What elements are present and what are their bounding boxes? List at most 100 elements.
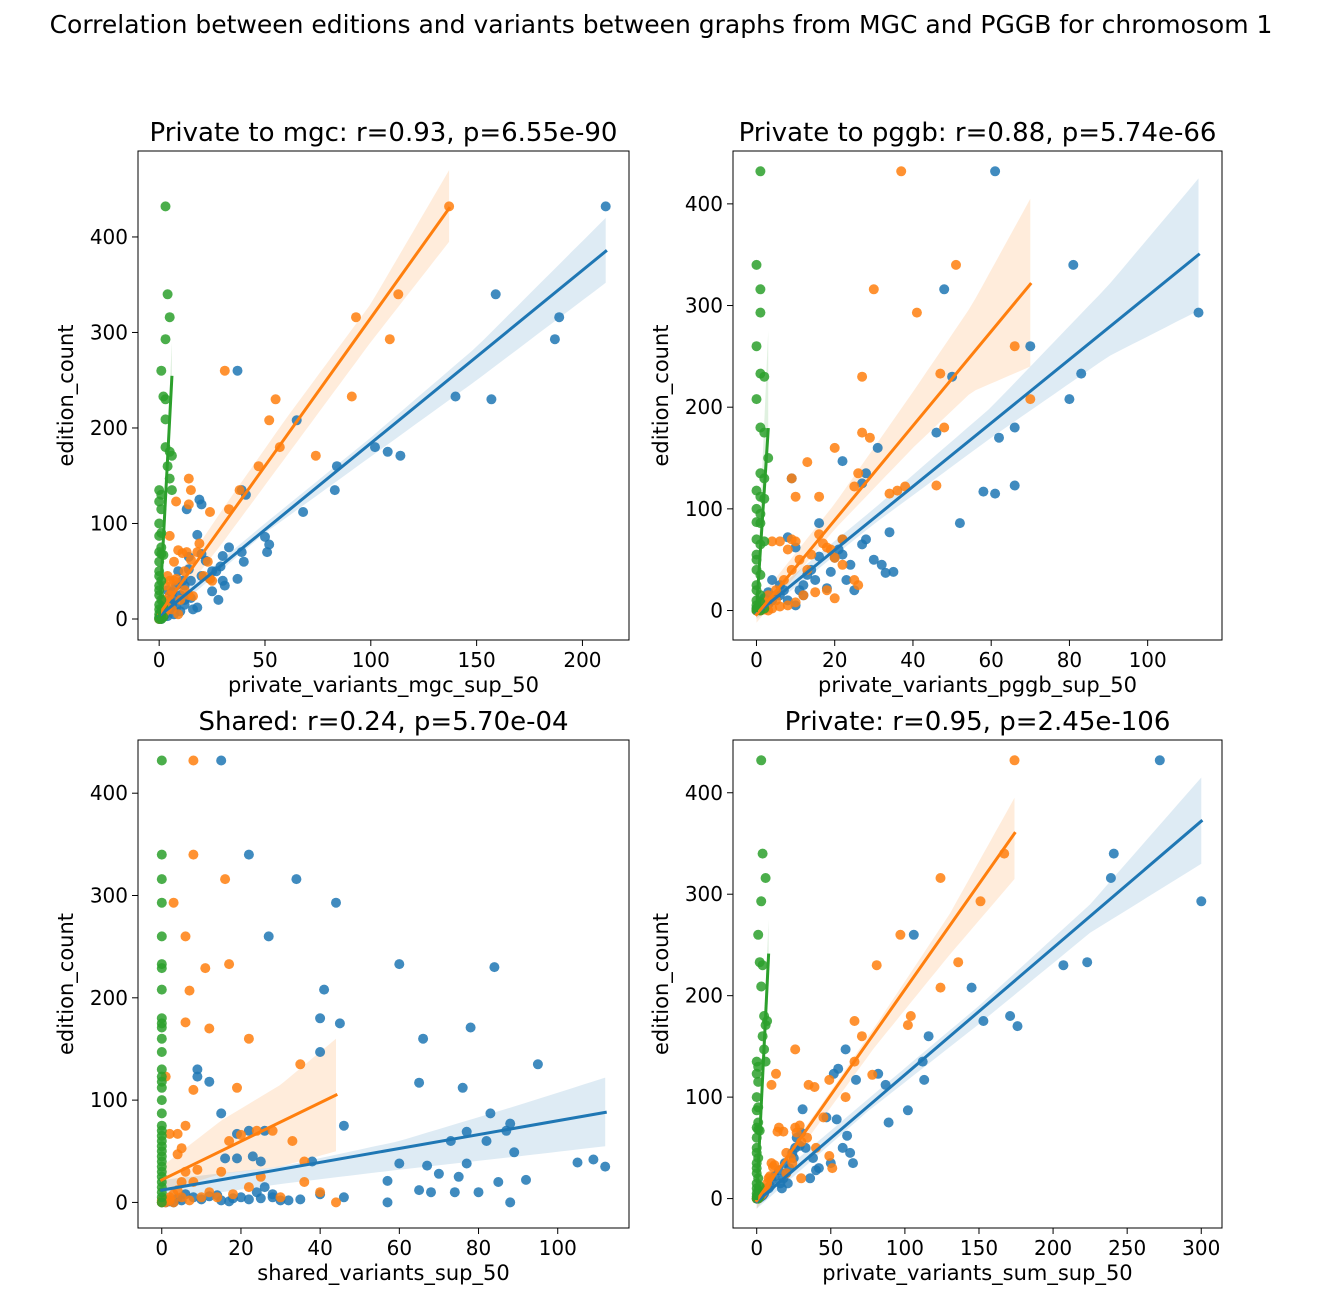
data-point: [156, 931, 167, 942]
x-tick-label: 40: [307, 1236, 332, 1260]
data-point: [951, 259, 961, 270]
data-point: [802, 457, 813, 468]
data-point: [216, 1166, 227, 1177]
data-point: [864, 432, 875, 443]
data-point: [154, 580, 165, 591]
data-point: [395, 450, 406, 461]
data-point: [192, 529, 203, 540]
data-point: [771, 1068, 781, 1079]
x-tick-label: 200: [563, 648, 601, 672]
data-point: [883, 1117, 894, 1128]
x-tick-label: 50: [818, 1236, 843, 1260]
data-point: [485, 1108, 496, 1119]
data-point: [931, 427, 942, 438]
data-point: [232, 1082, 242, 1093]
x-tick-label: 100: [539, 1236, 577, 1260]
data-point: [481, 1136, 492, 1146]
data-point: [156, 963, 167, 974]
data-point: [939, 284, 950, 295]
data-point: [236, 1192, 246, 1203]
y-tick-label: 300: [685, 294, 723, 318]
y-tick-label: 100: [90, 511, 128, 535]
data-point: [188, 755, 199, 766]
data-point: [753, 1076, 764, 1087]
data-point: [255, 1156, 266, 1167]
data-point: [1009, 755, 1020, 766]
data-point: [200, 963, 211, 974]
data-point: [757, 848, 768, 859]
data-point: [853, 468, 864, 479]
data-point: [414, 1185, 425, 1196]
data-point: [842, 1130, 853, 1141]
x-tick-label: 150: [960, 1236, 998, 1260]
data-point: [232, 365, 243, 376]
data-point: [829, 442, 840, 453]
data-point: [160, 334, 171, 345]
data-point: [935, 368, 946, 379]
data-point: [156, 1197, 167, 1208]
data-point: [837, 559, 848, 570]
subplot-title: Private to pggb: r=0.88, p=5.74e-66: [739, 118, 1217, 148]
y-tick-label: 300: [90, 884, 128, 908]
ci-band-series-0: [159, 217, 606, 623]
data-point: [263, 931, 274, 942]
data-point: [1025, 394, 1036, 405]
data-point: [841, 575, 852, 585]
data-point: [172, 1128, 183, 1139]
data-point: [287, 1136, 298, 1146]
x-tick-label: 20: [228, 1236, 253, 1260]
data-point: [295, 1194, 306, 1205]
data-point: [194, 538, 205, 549]
data-point: [811, 1165, 821, 1176]
data-point: [262, 547, 273, 558]
data-point: [827, 1163, 838, 1174]
data-point: [291, 874, 302, 885]
data-point: [156, 1022, 167, 1033]
data-point: [848, 1158, 858, 1169]
data-point: [554, 312, 565, 323]
data-point: [755, 307, 766, 318]
data-point: [184, 1195, 195, 1206]
axes-frame: [732, 150, 1223, 641]
data-point: [156, 849, 167, 860]
data-point: [931, 480, 942, 491]
subplot-4: 0 50 100 150 200 250 300 0 100 200 300 400 Private: …: [649, 707, 1223, 1286]
y-tick-label: 0: [115, 607, 128, 631]
data-point: [160, 394, 171, 405]
data-point: [787, 1158, 798, 1169]
data-point: [338, 1192, 349, 1203]
fit-line-series-0: [157, 249, 608, 619]
data-point: [329, 485, 340, 496]
data-point: [837, 549, 848, 560]
data-point: [453, 1171, 464, 1182]
data-point: [382, 1197, 393, 1208]
data-point: [156, 365, 167, 376]
axes-frame: [137, 739, 630, 1229]
data-point: [457, 1082, 468, 1093]
data-point: [549, 334, 560, 345]
data-point: [216, 755, 227, 766]
data-point: [876, 559, 887, 570]
data-point: [766, 1158, 777, 1169]
data-point: [270, 394, 281, 405]
data-point: [171, 496, 182, 507]
data-point: [204, 1076, 215, 1087]
x-axis-label: private_variants_pggb_sup_50: [818, 673, 1137, 698]
data-point: [757, 960, 768, 971]
data-point: [183, 499, 194, 510]
data-point: [790, 491, 801, 502]
subplot-2: 0 20 40 60 80 100 0 100 200 300 400 Private to pggb…: [649, 118, 1223, 698]
data-point: [315, 1187, 326, 1198]
data-point: [782, 600, 793, 611]
data-point: [207, 586, 218, 597]
data-point: [234, 485, 245, 496]
data-point: [751, 394, 762, 405]
x-tick-label: 0: [750, 1236, 763, 1260]
series-0-points: [751, 755, 1207, 1204]
data-point: [188, 849, 199, 860]
data-point: [224, 1136, 235, 1146]
data-point: [156, 1033, 167, 1044]
data-point: [224, 959, 235, 970]
subplot-1: 0 50 100 150 200 0 100 200 300 400 Private to mgc:…: [54, 118, 630, 698]
